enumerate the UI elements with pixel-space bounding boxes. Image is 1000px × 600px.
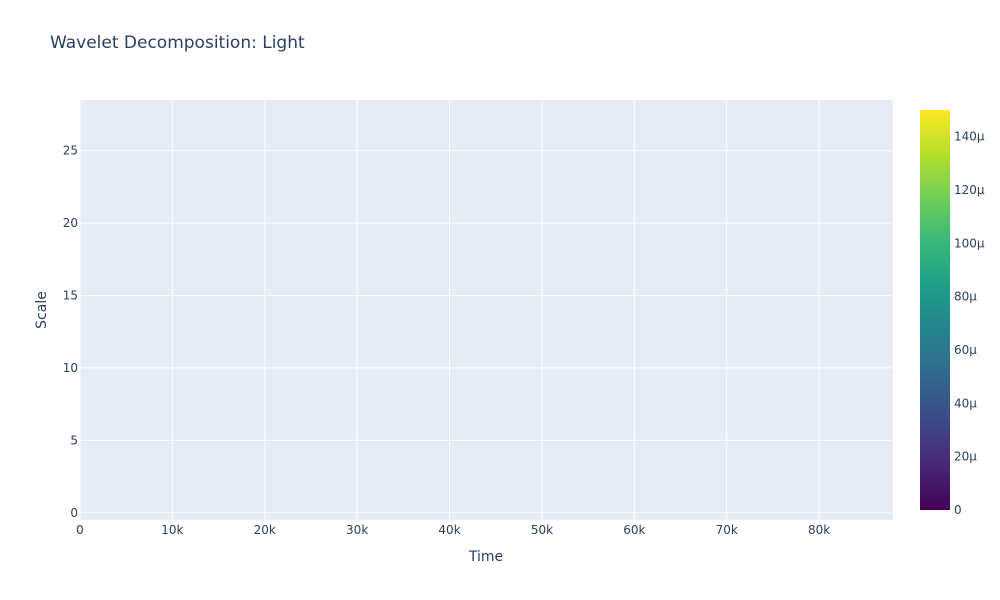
x-tick-label: 40k (438, 523, 460, 537)
colorbar-tick-label: 120µ (954, 183, 985, 197)
gridlines (79, 100, 893, 520)
chart-title: Wavelet Decomposition: Light (50, 33, 305, 53)
colorbar-tick-label: 20µ (954, 450, 977, 464)
colorbar-tick-label: 100µ (954, 236, 985, 250)
y-tick-label: 20 (63, 216, 78, 230)
x-tick-label: 60k (623, 523, 645, 537)
x-axis-ticks: 0 10k 20k 30k 40k 50k 60k 70k 80k (76, 523, 830, 537)
y-tick-label: 25 (63, 144, 78, 158)
colorbar-ticks: 0 20µ 40µ 60µ 80µ 100µ 120µ 140µ (954, 130, 985, 517)
colorbar-tick-label: 140µ (954, 130, 985, 144)
colorbar (920, 110, 950, 510)
x-tick-label: 70k (716, 523, 738, 537)
y-axis-ticks: 0 5 10 15 20 25 (63, 144, 78, 520)
x-tick-label: 20k (254, 523, 276, 537)
x-tick-label: 50k (531, 523, 553, 537)
x-tick-label: 80k (808, 523, 830, 537)
y-tick-label: 10 (63, 361, 78, 375)
y-tick-label: 15 (63, 289, 78, 303)
colorbar-tick-label: 80µ (954, 290, 977, 304)
y-tick-label: 5 (70, 433, 78, 447)
x-tick-label: 10k (161, 523, 183, 537)
x-tick-label: 0 (76, 523, 84, 537)
colorbar-tick-label: 40µ (954, 396, 977, 410)
plot-area[interactable] (80, 100, 893, 520)
y-axis-title: Scale (34, 291, 50, 329)
colorbar-tick-label: 0 (954, 503, 962, 517)
x-tick-label: 30k (346, 523, 368, 537)
x-axis-title: Time (468, 549, 503, 565)
y-tick-label: 0 (70, 506, 78, 520)
colorbar-tick-label: 60µ (954, 343, 977, 357)
